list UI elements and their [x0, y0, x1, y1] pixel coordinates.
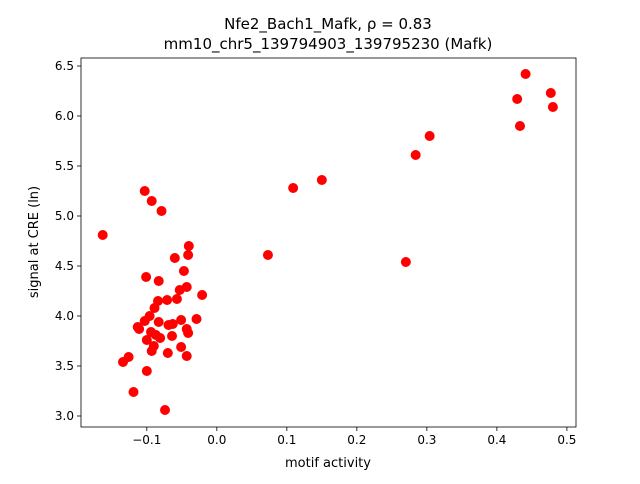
data-point: [262, 250, 273, 260]
data-point: [183, 241, 194, 251]
x-axis-label: motif activity: [285, 456, 371, 471]
data-point: [118, 357, 129, 367]
data-point: [150, 330, 161, 340]
x-tick-label: 0.2: [347, 433, 366, 447]
data-point: [146, 196, 157, 206]
x-tick-label: 0.0: [207, 433, 226, 447]
x-axis-ticks: −0.1 0.0 0.1 0.2 0.3 0.4 0.5: [132, 427, 576, 447]
data-point: [167, 319, 178, 329]
data-point: [191, 314, 202, 324]
data-point: [288, 183, 299, 193]
data-point: [181, 351, 192, 361]
x-tick-label: 0.5: [557, 433, 576, 447]
data-point: [146, 346, 157, 356]
plot-frame: [80, 57, 577, 428]
data-point: [149, 303, 160, 313]
chart-title-line2: mm10_chr5_139794903_139795230 (Mafk): [164, 35, 493, 54]
data-point: [153, 276, 164, 286]
data-point: [160, 405, 171, 415]
data-point: [545, 88, 556, 98]
data-points: [97, 69, 558, 415]
y-tick-label: 5.5: [55, 159, 74, 173]
data-point: [169, 253, 180, 263]
data-point: [183, 328, 194, 338]
data-point: [139, 186, 150, 196]
y-tick-label: 4.5: [55, 259, 74, 273]
y-axis-ticks: 3.0 3.5 4.0 4.5 5.0 5.5 6.0 6.5: [55, 59, 81, 423]
data-point: [162, 348, 173, 358]
data-point: [167, 331, 178, 341]
data-point: [547, 102, 558, 112]
data-point: [176, 342, 187, 352]
data-point: [197, 290, 208, 300]
data-point: [141, 335, 152, 345]
data-point: [141, 366, 152, 376]
data-point: [520, 69, 531, 79]
data-point: [134, 324, 145, 334]
data-point: [178, 266, 189, 276]
data-point: [141, 272, 152, 282]
data-point: [183, 250, 194, 260]
data-point: [171, 294, 182, 304]
x-tick-label: 0.4: [487, 433, 506, 447]
data-point: [514, 121, 525, 131]
y-tick-label: 5.0: [55, 209, 74, 223]
data-point: [512, 94, 523, 104]
y-tick-label: 3.0: [55, 409, 74, 423]
y-tick-label: 3.5: [55, 359, 74, 373]
data-point: [162, 295, 173, 305]
data-point: [128, 387, 139, 397]
data-point: [400, 257, 411, 267]
data-point: [97, 230, 108, 240]
x-tick-label: −0.1: [132, 433, 161, 447]
data-point: [139, 316, 150, 326]
y-tick-label: 6.5: [55, 59, 74, 73]
data-point: [424, 131, 435, 141]
x-tick-label: 0.1: [277, 433, 296, 447]
data-point: [174, 285, 185, 295]
data-point: [153, 317, 164, 327]
y-axis-label: signal at CRE (ln): [27, 186, 42, 298]
data-point: [316, 175, 327, 185]
y-tick-label: 4.0: [55, 309, 74, 323]
x-tick-label: 0.3: [417, 433, 436, 447]
data-point: [410, 150, 421, 160]
chart-title-line1: Nfe2_Bach1_Mafk, ρ = 0.83: [224, 15, 432, 34]
y-tick-label: 6.0: [55, 109, 74, 123]
data-point: [176, 315, 187, 325]
data-point: [156, 206, 167, 216]
